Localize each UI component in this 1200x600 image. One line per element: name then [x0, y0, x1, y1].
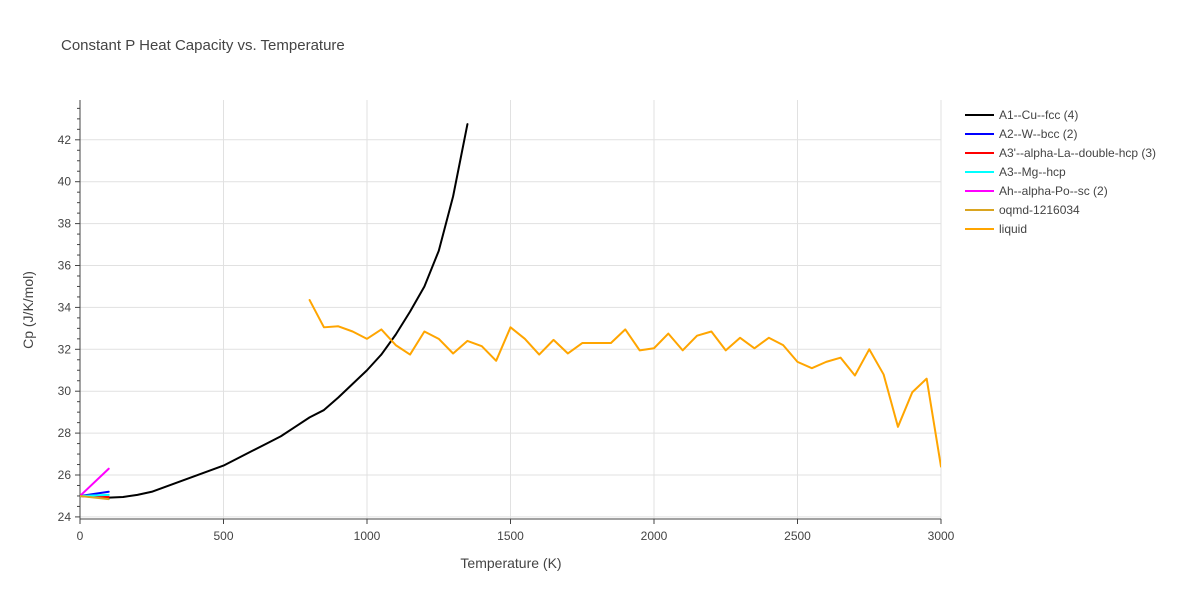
x-tick-label: 1500 — [497, 529, 524, 543]
legend-item[interactable]: A3--Mg--hcp — [965, 165, 1066, 179]
legend-label: A3--Mg--hcp — [999, 165, 1066, 179]
x-tick-label: 500 — [213, 529, 233, 543]
series-line-5 — [80, 494, 110, 501]
legend-label: liquid — [999, 222, 1027, 236]
series-line-0 — [80, 123, 469, 499]
chart-title: Constant P Heat Capacity vs. Temperature — [61, 37, 345, 54]
series-lines — [80, 123, 941, 501]
legend-item[interactable]: liquid — [965, 222, 1027, 236]
y-axis-title: Cp (J/K/mol) — [20, 271, 36, 349]
y-tick-label: 34 — [58, 300, 72, 314]
y-tick-label: 26 — [58, 468, 72, 482]
x-tick-label: 1000 — [354, 529, 381, 543]
legend-item[interactable]: A3'--alpha-La--double-hcp (3) — [965, 146, 1156, 160]
legend[interactable]: A1--Cu--fcc (4) A2--W--bcc (2) A3'--alpha-… — [965, 108, 1156, 236]
x-axis-title: Temperature (K) — [460, 555, 561, 571]
series-line-6 — [308, 299, 941, 468]
y-tick-label: 38 — [58, 217, 72, 231]
legend-label: Ah--alpha-Po--sc (2) — [999, 184, 1108, 198]
series-line-4 — [80, 467, 110, 497]
axes: 0 500 1000 1500 2000 2500 3000 24 26 28 30 32 34 36 38… — [58, 100, 955, 543]
y-tick-label: 24 — [58, 510, 72, 524]
legend-item[interactable]: oqmd-1216034 — [965, 203, 1080, 217]
legend-label: A1--Cu--fcc (4) — [999, 108, 1078, 122]
x-tick-label: 2500 — [784, 529, 811, 543]
y-tick-label: 30 — [58, 384, 72, 398]
legend-label: oqmd-1216034 — [999, 203, 1080, 217]
x-tick-label: 3000 — [928, 529, 955, 543]
y-tick-label: 42 — [58, 133, 72, 147]
x-tick-label: 0 — [77, 529, 84, 543]
legend-label: A3'--alpha-La--double-hcp (3) — [999, 146, 1156, 160]
grid — [79, 100, 942, 519]
legend-item[interactable]: A2--W--bcc (2) — [965, 127, 1077, 141]
legend-item[interactable]: A1--Cu--fcc (4) — [965, 108, 1078, 122]
y-tick-label: 32 — [58, 342, 72, 356]
x-tick-label: 2000 — [641, 529, 668, 543]
y-tick-label: 40 — [58, 175, 72, 189]
legend-item[interactable]: Ah--alpha-Po--sc (2) — [965, 184, 1108, 198]
y-tick-label: 28 — [58, 426, 72, 440]
legend-label: A2--W--bcc (2) — [999, 127, 1077, 141]
y-tick-label: 36 — [58, 259, 72, 273]
